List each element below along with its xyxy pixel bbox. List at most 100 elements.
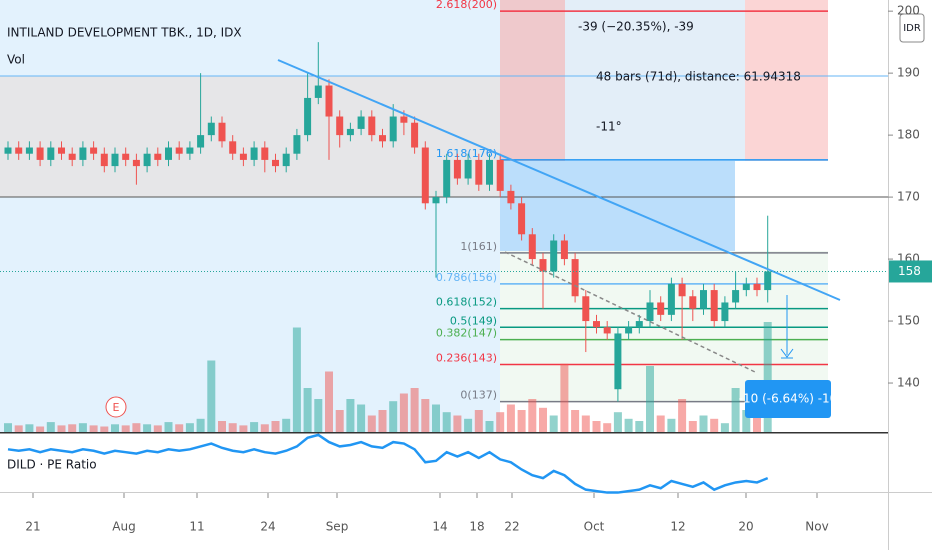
candle-body bbox=[518, 203, 526, 235]
volume-bar bbox=[646, 366, 654, 432]
candle-body bbox=[453, 159, 461, 179]
candle-body bbox=[496, 159, 504, 191]
candle-body bbox=[614, 333, 622, 390]
volume-label: Vol bbox=[7, 53, 25, 67]
currency-box[interactable] bbox=[899, 13, 925, 43]
candle-body bbox=[4, 147, 12, 154]
x-tick-label: 21 bbox=[25, 520, 40, 534]
x-tick-label: 14 bbox=[432, 520, 447, 534]
volume-bar bbox=[228, 423, 237, 432]
candle-body bbox=[710, 290, 718, 322]
candle-body bbox=[678, 283, 686, 297]
volume-bar bbox=[592, 421, 601, 432]
volume-bar bbox=[292, 327, 301, 432]
candle-body bbox=[90, 147, 98, 154]
volume-bar bbox=[581, 415, 590, 432]
dashed-line bbox=[504, 251, 756, 373]
candle-body bbox=[143, 153, 151, 167]
zone-red bbox=[745, 0, 828, 161]
x-tick-label: 12 bbox=[670, 520, 685, 534]
candle-body bbox=[111, 153, 119, 167]
fib-label: 0.618(152) bbox=[436, 296, 497, 309]
volume-bar bbox=[314, 399, 323, 432]
candle-body bbox=[239, 153, 247, 160]
candle-body bbox=[389, 116, 397, 142]
volume-bar bbox=[474, 410, 483, 432]
title: INTILAND DEVELOPMENT TBK., 1D, IDX bbox=[7, 26, 242, 40]
volume-bar bbox=[185, 423, 194, 432]
volume-bar bbox=[442, 412, 451, 432]
volume-bar bbox=[303, 388, 312, 432]
volume-bar bbox=[25, 424, 34, 432]
candle-body bbox=[132, 159, 140, 167]
x-tick-label: Nov bbox=[805, 520, 828, 534]
candle-body bbox=[432, 197, 440, 204]
volume-bar bbox=[346, 399, 355, 432]
candle-body bbox=[304, 97, 312, 136]
fib-bg bbox=[0, 0, 500, 432]
candle-body bbox=[175, 147, 183, 154]
candle-body bbox=[721, 302, 729, 322]
fib-label: 0.382(147) bbox=[436, 327, 497, 340]
event-icon[interactable] bbox=[105, 396, 127, 418]
currency: IDR bbox=[903, 23, 921, 34]
volume-bar bbox=[196, 418, 205, 432]
volume-bar bbox=[624, 418, 633, 432]
y-tick-label: 150 bbox=[897, 314, 920, 328]
volume-bar bbox=[667, 418, 676, 432]
candle-body bbox=[507, 190, 515, 204]
measure-tag-text: -10 (-6.64%) -10 bbox=[739, 392, 838, 406]
candle-body bbox=[368, 116, 376, 136]
volume-bar bbox=[688, 421, 697, 432]
axis-sep bbox=[0, 492, 932, 493]
candle-body bbox=[379, 135, 386, 142]
candle-body bbox=[742, 283, 750, 291]
candle-body bbox=[582, 296, 590, 322]
volume-bar bbox=[742, 410, 751, 432]
volume-bar bbox=[14, 425, 23, 432]
candle-body bbox=[346, 128, 354, 136]
volume-bar bbox=[410, 388, 419, 432]
volume-bar bbox=[207, 360, 216, 432]
candle-body bbox=[36, 147, 44, 160]
volume-bar bbox=[46, 422, 55, 432]
volume-bar bbox=[389, 401, 398, 432]
x-tick-label: 18 bbox=[469, 520, 484, 534]
volume-bar bbox=[36, 426, 45, 432]
zone-blue bbox=[565, 0, 745, 161]
volume-bar bbox=[121, 425, 130, 432]
volume-bar bbox=[432, 404, 440, 432]
volume-bar bbox=[453, 415, 462, 432]
candle-body bbox=[464, 159, 472, 179]
candle-body bbox=[528, 234, 536, 260]
volume-bar bbox=[271, 421, 280, 432]
volume-bar bbox=[485, 421, 494, 432]
volume-bar bbox=[635, 421, 644, 432]
volume-bar bbox=[560, 363, 569, 432]
indicator-label: DILD · PE Ratio bbox=[7, 458, 97, 472]
volume-bar bbox=[613, 412, 622, 432]
candle-body bbox=[250, 147, 258, 160]
volume-bar bbox=[218, 421, 226, 432]
volume-bar bbox=[143, 424, 152, 432]
volume-bar bbox=[528, 399, 537, 432]
candle-body bbox=[293, 135, 301, 154]
volume-bar bbox=[549, 415, 558, 432]
fib-label: 2.618(200) bbox=[436, 0, 497, 11]
candle-body bbox=[421, 147, 429, 204]
x-tick-label: 22 bbox=[504, 520, 519, 534]
y-tick-label: 200 bbox=[897, 4, 920, 18]
candle-body bbox=[753, 283, 761, 291]
candle-body bbox=[700, 290, 707, 309]
volume-bar bbox=[78, 423, 87, 432]
fib-label: 0(137) bbox=[460, 389, 497, 402]
candle-body bbox=[635, 321, 643, 328]
fib-label: 1(161) bbox=[460, 240, 497, 253]
volume-bar bbox=[325, 371, 333, 432]
volume-bar bbox=[506, 404, 515, 432]
volume-bar bbox=[282, 418, 291, 432]
volume-bar bbox=[175, 424, 184, 432]
candle-body bbox=[154, 153, 162, 160]
volume-bar bbox=[517, 410, 526, 432]
